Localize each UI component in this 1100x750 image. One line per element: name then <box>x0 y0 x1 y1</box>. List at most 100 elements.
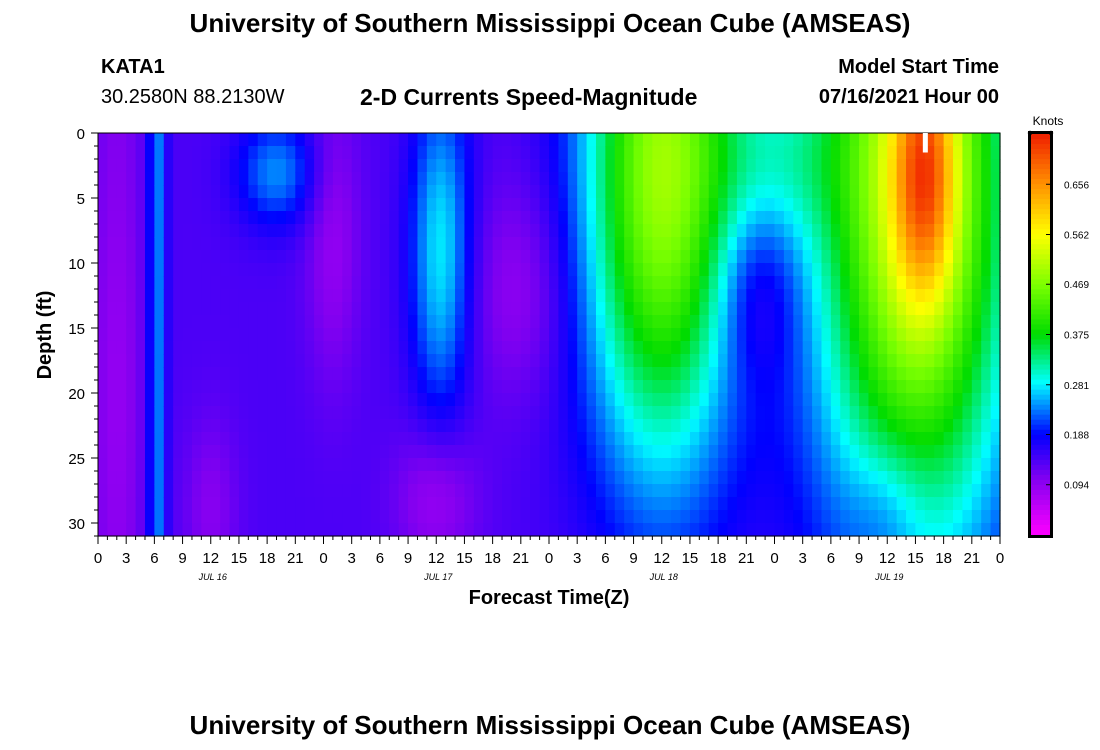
heatmap-cell <box>877 185 888 199</box>
heatmap-cell <box>962 133 973 147</box>
heatmap-cell <box>549 185 559 199</box>
heatmap-cell <box>295 341 306 355</box>
heatmap-cell <box>859 484 870 498</box>
heatmap-cell <box>389 159 400 173</box>
heatmap-cell <box>595 185 606 199</box>
heatmap-cell <box>708 484 719 498</box>
heatmap-cell <box>661 406 672 420</box>
heatmap-cell <box>577 185 588 199</box>
heatmap-cell <box>736 263 747 277</box>
heatmap-cell <box>201 159 212 173</box>
heatmap-cell <box>558 185 569 199</box>
colorbar-segment <box>1031 444 1050 451</box>
heatmap-cell <box>332 471 343 485</box>
heatmap-cell <box>342 302 353 316</box>
heatmap-cell <box>680 133 691 147</box>
heatmap-cell <box>680 393 691 407</box>
heatmap-cell <box>530 211 541 225</box>
heatmap-cell <box>595 393 606 407</box>
heatmap-cell <box>417 328 428 342</box>
heatmap-cell <box>323 354 334 368</box>
heatmap-cell <box>229 458 240 472</box>
heatmap-cell <box>840 302 851 316</box>
heatmap-cell <box>182 406 193 420</box>
heatmap-cell <box>821 224 832 238</box>
colorbar-tick-label: 0.281 <box>1064 381 1089 392</box>
heatmap-cell <box>107 341 118 355</box>
heatmap-cell <box>614 172 625 186</box>
heatmap-cell <box>849 146 860 160</box>
heatmap-cell <box>417 302 428 316</box>
heatmap-cell <box>699 224 710 238</box>
heatmap-cell <box>511 432 522 446</box>
heatmap-cell <box>595 263 606 277</box>
heatmap-cell <box>323 367 334 381</box>
heatmap-cell <box>586 250 597 264</box>
heatmap-cell <box>116 276 127 290</box>
heatmap-cell <box>812 445 823 459</box>
heatmap-cell <box>652 523 663 537</box>
heatmap-cell <box>455 159 466 173</box>
heatmap-cell <box>755 354 766 368</box>
heatmap-cell <box>953 471 964 485</box>
heatmap-cell <box>906 237 917 251</box>
heatmap-cell <box>464 146 475 160</box>
x-date-label: JUL 19 <box>874 572 903 582</box>
heatmap-cell <box>116 159 127 173</box>
heatmap-cell <box>783 159 794 173</box>
heatmap-cell <box>671 471 682 485</box>
heatmap-cell <box>426 354 437 368</box>
heatmap-cell <box>539 471 550 485</box>
x-tick-label: 15 <box>456 550 473 567</box>
heatmap-cell <box>98 484 108 498</box>
heatmap-cell <box>257 380 268 394</box>
heatmap-cell <box>962 497 973 511</box>
heatmap-cell <box>868 198 879 212</box>
heatmap-cell <box>144 484 155 498</box>
heatmap-cell <box>351 458 362 472</box>
heatmap-cell <box>821 302 832 316</box>
heatmap-cell <box>295 159 306 173</box>
heatmap-cell <box>342 146 353 160</box>
heatmap-cell <box>990 367 1001 381</box>
heatmap-cell <box>229 276 240 290</box>
heatmap-cell <box>436 263 447 277</box>
heatmap-cell <box>154 380 165 394</box>
heatmap-cell <box>671 406 682 420</box>
heatmap-cell <box>868 367 879 381</box>
heatmap-cell <box>802 159 813 173</box>
heatmap-cell <box>849 471 860 485</box>
heatmap-cell <box>285 445 296 459</box>
heatmap-cell <box>840 237 851 251</box>
heatmap-cell <box>295 406 306 420</box>
heatmap-cell <box>520 419 531 433</box>
heatmap-cell <box>849 510 860 524</box>
heatmap-cell <box>765 276 776 290</box>
y-axis-label: Depth (ft) <box>34 291 56 380</box>
colorbar-segment <box>1031 204 1050 210</box>
x-tick-label: 6 <box>150 550 158 567</box>
heatmap-cell <box>398 263 409 277</box>
heatmap-cell <box>173 393 184 407</box>
heatmap-cell <box>332 354 343 368</box>
x-tick-label: 6 <box>601 550 609 567</box>
heatmap-cell <box>445 302 456 316</box>
heatmap-cell <box>107 419 118 433</box>
heatmap-cell <box>201 393 212 407</box>
heatmap-cell <box>642 302 653 316</box>
heatmap-cell <box>502 458 513 472</box>
heatmap-cell <box>98 341 108 355</box>
heatmap-cell <box>943 484 954 498</box>
heatmap-cell <box>812 354 823 368</box>
colorbar-segment <box>1031 379 1050 386</box>
heatmap-cell <box>342 380 353 394</box>
heatmap-cell <box>830 484 841 498</box>
heatmap-cell <box>520 211 531 225</box>
heatmap-cell <box>934 341 945 355</box>
colorbar-segment <box>1031 279 1050 285</box>
colorbar-segment <box>1031 459 1050 466</box>
heatmap-cell <box>765 198 776 212</box>
heatmap-cell <box>708 263 719 277</box>
heatmap-cell <box>295 354 306 368</box>
heatmap-cell <box>906 146 917 160</box>
